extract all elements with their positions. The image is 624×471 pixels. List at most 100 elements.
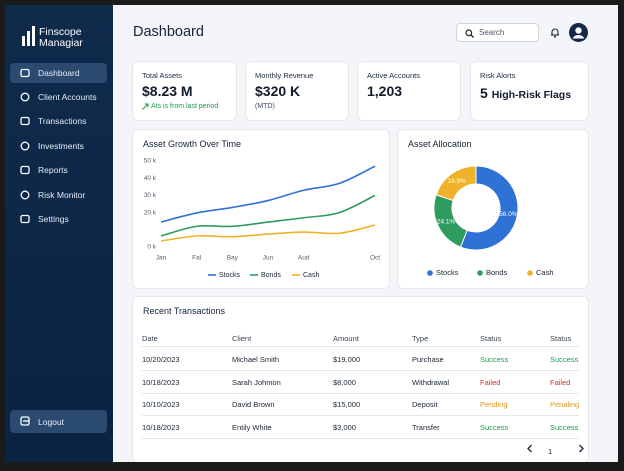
line-chart-card: Asset Growth Over Time 50 k 40 k 30 k 20 k 0… xyxy=(133,130,389,288)
icon-shape xyxy=(20,116,30,126)
prev-page[interactable] xyxy=(526,444,534,453)
divider xyxy=(142,346,579,347)
legend-label: Bonds xyxy=(261,272,281,279)
chart-title: Asset Growth Over Time xyxy=(143,139,242,149)
menu-item[interactable]: Risk Monitor xyxy=(10,185,107,205)
pie-slice xyxy=(435,165,477,202)
next-page[interactable] xyxy=(577,444,585,453)
avatar[interactable] xyxy=(569,23,588,42)
search-box[interactable]: Search xyxy=(456,23,539,42)
table-cell: $19,000 xyxy=(333,355,361,364)
slice-label: 24.1% xyxy=(437,219,456,226)
kpi-label: Active Accounts xyxy=(367,71,420,80)
x-tick-label: Bay xyxy=(227,255,239,262)
kpi-card: Total Assets $8.23 M Ats is from last pe… xyxy=(133,62,236,120)
menu-icon xyxy=(20,92,30,102)
menu-icon xyxy=(20,141,30,151)
kpi-value: 5 High-Risk Flags xyxy=(480,85,571,101)
status-cell: Success xyxy=(480,355,509,364)
menu-item[interactable]: Dashboard xyxy=(10,63,107,83)
brand-line: Managiar xyxy=(39,37,83,49)
line-series xyxy=(160,194,376,237)
pie-slice xyxy=(459,165,519,251)
sidebar: Finscope Managiar Dashboard Client Accoun… xyxy=(5,5,113,462)
table-cell: $3,000 xyxy=(333,423,356,433)
table-cell: David Brown xyxy=(232,400,275,410)
kpi-count: 5 xyxy=(480,85,488,101)
table-cell: 10/10/2023 xyxy=(142,400,180,410)
logout-icon xyxy=(20,416,30,426)
kpi-label: Risk Alorts xyxy=(480,71,516,80)
menu-label: Dashboard xyxy=(38,68,80,78)
column-header: Date xyxy=(142,334,158,343)
menu-label: Settings xyxy=(38,214,69,224)
line-series xyxy=(160,165,376,223)
menu-icon xyxy=(20,116,30,126)
menu-item[interactable]: Investments xyxy=(10,136,107,156)
search-icon xyxy=(465,29,474,38)
icon-shape xyxy=(20,214,30,224)
status-cell: Success xyxy=(550,423,579,433)
kpi-label: Monthly Revenue xyxy=(255,71,314,80)
trend-icon xyxy=(142,103,149,110)
legend-label: Cash xyxy=(536,268,554,277)
legend-label: Stocks xyxy=(219,272,241,279)
icon-shape xyxy=(20,92,30,102)
y-tick-label: 0 k xyxy=(147,244,156,251)
page-number[interactable]: 1 xyxy=(548,447,553,456)
divider xyxy=(142,392,579,394)
logout-button[interactable]: Logout xyxy=(10,410,107,433)
brand-line: Finscope xyxy=(39,26,82,38)
table-cell: Sarah Johmon xyxy=(232,377,281,387)
logo-icon xyxy=(22,26,35,46)
menu-item[interactable]: Reports xyxy=(10,160,107,180)
kpi-note: (MTD) xyxy=(255,103,275,110)
divider xyxy=(142,438,579,440)
kpi-value: 1,203 xyxy=(367,83,403,99)
menu-icon xyxy=(20,190,30,200)
legend-swatch xyxy=(527,270,533,276)
menu-item[interactable]: Settings xyxy=(10,209,107,229)
transactions-card: Recent Transactions 1 Date Client Amount Ty… xyxy=(133,297,588,462)
menu-label: Transactions xyxy=(38,116,87,126)
menu-label: Investments xyxy=(38,141,84,151)
divider xyxy=(142,370,579,371)
kpi-label: Total Assets xyxy=(142,71,183,80)
x-tick-label: Aud xyxy=(298,255,310,262)
icon-shape xyxy=(20,141,30,151)
kpi-note: Ats is from last period xyxy=(151,103,219,110)
status-cell: Success xyxy=(480,423,509,433)
y-tick-label: 30 k xyxy=(144,192,157,199)
pie-chart: 56.0% Stocks 24.1% Bonds 19.9% Cash xyxy=(427,165,554,277)
line-series xyxy=(160,224,376,242)
menu-item[interactable]: Transactions xyxy=(10,111,107,131)
kpi-card: Monthly Revenue $320 K (MTD) xyxy=(246,62,348,120)
logout-label: Logout xyxy=(38,416,64,427)
divider xyxy=(142,415,579,417)
legend-swatch xyxy=(427,270,433,276)
status-cell: Success xyxy=(550,355,579,364)
slice-label: 19.9% xyxy=(447,178,466,185)
menu-item[interactable]: Client Accounts xyxy=(10,87,107,107)
column-header: Client xyxy=(232,334,252,343)
x-tick-label: Fal xyxy=(192,255,202,262)
y-tick-label: 40 k xyxy=(144,175,157,182)
slice-label: 56.0% xyxy=(499,211,518,218)
kpi-card: Risk Alorts 5 High-Risk Flags xyxy=(471,62,588,120)
icon-shape xyxy=(20,190,30,200)
x-tick-label: Jun xyxy=(263,255,274,262)
column-header: Type xyxy=(412,334,429,343)
kpi-value: $8.23 M xyxy=(142,83,193,99)
icon-shape xyxy=(20,68,30,78)
bell-icon[interactable] xyxy=(550,27,560,38)
table-cell: 10/18/2023 xyxy=(142,423,180,433)
legend-label: Bonds xyxy=(486,268,508,277)
menu-icon xyxy=(20,68,30,78)
legend-label: Stocks xyxy=(436,268,459,277)
legend-swatch xyxy=(477,270,483,276)
x-tick-label: Jan xyxy=(156,255,167,262)
pie-chart-card: Asset Allocation 56.0% Stocks 24.1% Bonds 19… xyxy=(398,130,588,288)
table-cell: Deposit xyxy=(412,400,438,410)
